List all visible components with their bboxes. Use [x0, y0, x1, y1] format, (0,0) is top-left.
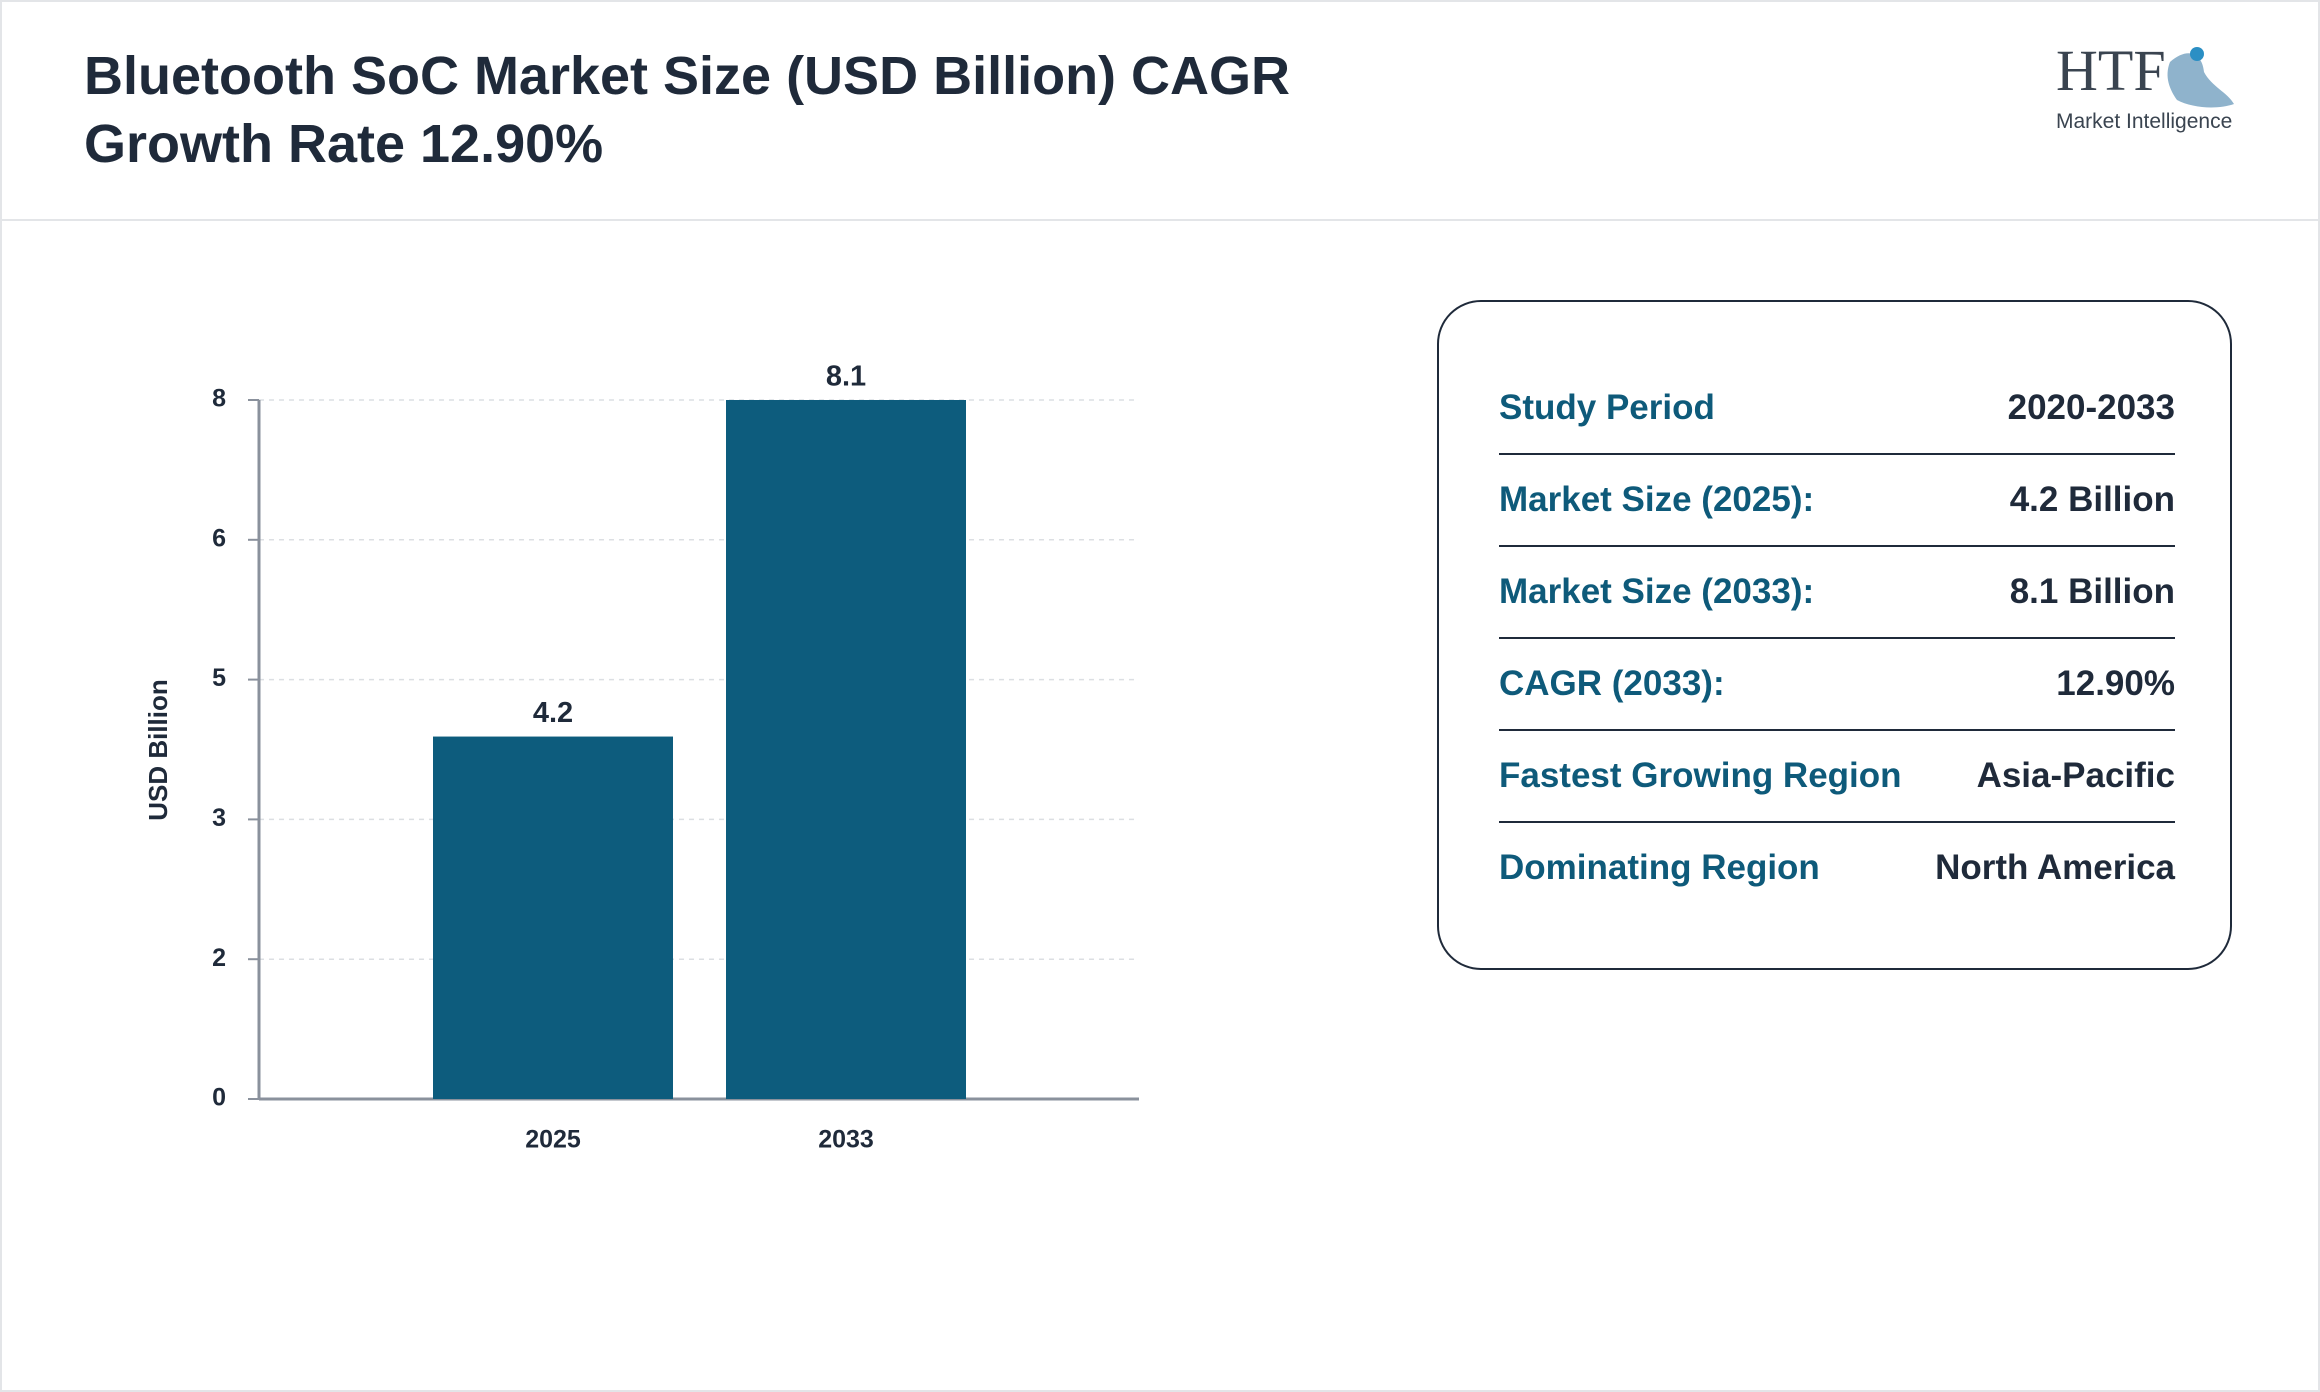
row-separator	[1499, 729, 2175, 731]
summary-label: Market Size (2033):	[1499, 572, 1815, 611]
chart-title: Bluetooth SoC Market Size (USD Billion) …	[84, 46, 1291, 174]
bar	[433, 736, 673, 1099]
logo-mark: HTF	[2056, 42, 2166, 103]
summary-row: Dominating Region North America	[1499, 822, 2175, 914]
summary-value: 12.90%	[2056, 664, 2175, 703]
summary-row: Market Size (2025): 4.2 Billion	[1499, 454, 2175, 546]
summary-label: CAGR (2033):	[1499, 664, 1725, 703]
summary-value: 8.1 Billion	[2009, 572, 2175, 611]
summary-value: 4.2 Billion	[2009, 480, 2175, 519]
y-tick-label: 6	[212, 524, 226, 552]
x-tick-label: 2025	[525, 1126, 581, 1154]
x-tick-label: 2033	[818, 1126, 874, 1154]
summary-value: North America	[1935, 848, 2175, 887]
summary-row: Fastest Growing Region Asia-Pacific	[1499, 730, 2175, 822]
row-separator	[1499, 637, 2175, 639]
logo-swoosh	[2167, 53, 2234, 108]
row-separator	[1499, 821, 2175, 823]
y-tick-label: 3	[212, 804, 226, 832]
y-tick-label: 0	[212, 1084, 226, 1112]
summary-row: Study Period 2020-2033	[1499, 362, 2175, 454]
data-label: 8.1	[826, 361, 866, 393]
summary-value: 2020-2033	[2007, 388, 2175, 427]
summary-value: Asia-Pacific	[1976, 756, 2175, 795]
summary-panel: Study Period 2020-2033 Market Size (2025):…	[1437, 300, 2232, 970]
y-tick-label: 2	[212, 944, 226, 972]
logo-dot	[2190, 47, 2204, 61]
header: Bluetooth SoC Market Size (USD Billion) …	[2, 2, 2318, 221]
bar	[726, 400, 966, 1099]
y-tick-label: 8	[212, 385, 226, 413]
chart: USD Billion 0 2 3 5 6 8 2025 4.2 2033 8.1	[143, 361, 1139, 1154]
summary-row: CAGR (2033): 12.90%	[1499, 638, 2175, 730]
logo: HTF Market Intelligence	[2056, 42, 2234, 133]
y-axis-label: USD Billion	[143, 679, 173, 821]
y-tick-label: 5	[212, 664, 226, 692]
summary-label: Market Size (2025):	[1499, 480, 1815, 519]
summary-label: Study Period	[1499, 388, 1715, 427]
data-label: 4.2	[533, 697, 573, 729]
summary-label: Fastest Growing Region	[1499, 756, 1902, 795]
summary-row: Market Size (2033): 8.1 Billion	[1499, 546, 2175, 638]
summary-label: Dominating Region	[1499, 848, 1820, 887]
logo-tagline: Market Intelligence	[2056, 110, 2232, 133]
row-separator	[1499, 545, 2175, 547]
row-separator	[1499, 453, 2175, 455]
